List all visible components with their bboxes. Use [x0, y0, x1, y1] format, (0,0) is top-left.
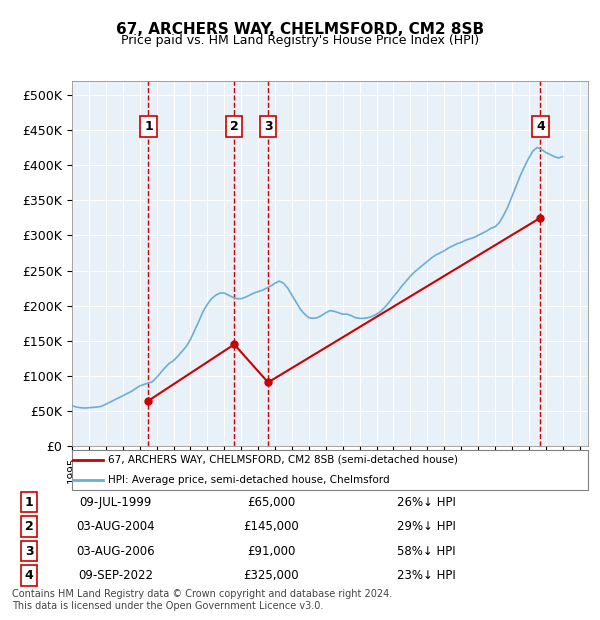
Text: 26%↓ HPI: 26%↓ HPI	[397, 495, 456, 508]
Text: £65,000: £65,000	[247, 495, 295, 508]
Text: 67, ARCHERS WAY, CHELMSFORD, CM2 8SB: 67, ARCHERS WAY, CHELMSFORD, CM2 8SB	[116, 22, 484, 37]
Text: 2: 2	[230, 120, 239, 133]
Text: 4: 4	[536, 120, 545, 133]
Text: £325,000: £325,000	[244, 569, 299, 582]
Text: £91,000: £91,000	[247, 545, 295, 557]
Text: 2: 2	[25, 520, 34, 533]
Text: 4: 4	[25, 569, 34, 582]
Text: £145,000: £145,000	[244, 520, 299, 533]
FancyBboxPatch shape	[72, 450, 588, 490]
Text: HPI: Average price, semi-detached house, Chelmsford: HPI: Average price, semi-detached house,…	[108, 475, 390, 485]
Text: 3: 3	[264, 120, 272, 133]
Text: 1: 1	[25, 495, 34, 508]
Text: Contains HM Land Registry data © Crown copyright and database right 2024.
This d: Contains HM Land Registry data © Crown c…	[12, 589, 392, 611]
Text: 03-AUG-2004: 03-AUG-2004	[76, 520, 155, 533]
Text: 58%↓ HPI: 58%↓ HPI	[397, 545, 456, 557]
Text: 29%↓ HPI: 29%↓ HPI	[397, 520, 456, 533]
Text: 09-SEP-2022: 09-SEP-2022	[78, 569, 153, 582]
Text: 1: 1	[144, 120, 153, 133]
Text: 3: 3	[25, 545, 34, 557]
Text: 09-JUL-1999: 09-JUL-1999	[79, 495, 152, 508]
Text: 03-AUG-2006: 03-AUG-2006	[76, 545, 155, 557]
Text: 67, ARCHERS WAY, CHELMSFORD, CM2 8SB (semi-detached house): 67, ARCHERS WAY, CHELMSFORD, CM2 8SB (se…	[108, 454, 458, 464]
Text: 23%↓ HPI: 23%↓ HPI	[397, 569, 456, 582]
Text: Price paid vs. HM Land Registry's House Price Index (HPI): Price paid vs. HM Land Registry's House …	[121, 34, 479, 47]
